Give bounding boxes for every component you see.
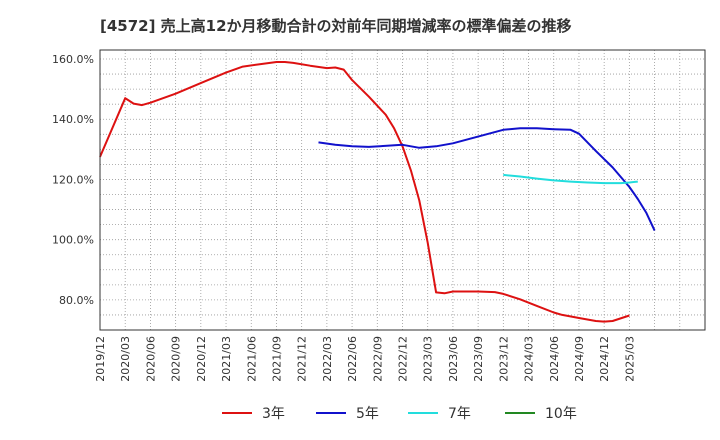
x-tick-label: 2020/09 (170, 336, 183, 382)
x-tick-label: 2024/09 (573, 336, 586, 382)
x-tick-label: 2020/12 (195, 336, 208, 382)
legend: 3年 5年 7年 10年 (222, 406, 577, 422)
y-tick-label: 160.0% (52, 53, 94, 66)
x-tick-label: 2023/03 (422, 336, 435, 382)
x-tick-label: 2022/12 (397, 336, 410, 382)
x-tick-label: 2022/09 (371, 336, 384, 382)
x-tick-label: 2023/06 (447, 336, 460, 382)
chart-title: [4572] 売上高12か月移動合計の対前年同期増減率の標準偏差の推移 (100, 17, 572, 35)
x-tick-label: 2025/03 (623, 336, 636, 382)
series-line-2 (318, 127, 656, 232)
x-tick-label: 2022/03 (321, 336, 334, 382)
series-line-3 (503, 173, 638, 185)
legend-label: 5年 (356, 406, 379, 422)
x-axis: 2019/12 2020/03 2020/06 2020/09 2020/12 2021/… (94, 336, 636, 382)
legend-label: 7年 (448, 406, 471, 422)
x-tick-label: 2023/09 (472, 336, 485, 382)
x-tick-label: 2021/06 (245, 336, 258, 382)
series-lines (99, 61, 656, 323)
y-tick-label: 140.0% (52, 113, 94, 126)
x-tick-label: 2024/06 (548, 336, 561, 382)
y-tick-label: 80.0% (59, 294, 94, 307)
x-tick-label: 2021/12 (296, 336, 309, 382)
y-tick-label: 100.0% (52, 234, 94, 247)
y-axis: 80.0% 100.0% 120.0% 140.0% 160.0% (52, 53, 94, 307)
legend-label: 10年 (545, 406, 577, 422)
x-tick-label: 2024/03 (523, 336, 536, 382)
x-tick-label: 2020/03 (119, 336, 132, 382)
x-tick-label: 2022/06 (346, 336, 359, 382)
legend-label: 3年 (262, 406, 285, 422)
x-tick-label: 2021/09 (270, 336, 283, 382)
x-tick-label: 2020/06 (144, 336, 157, 382)
x-tick-label: 2024/12 (598, 336, 611, 382)
plot-area-frame (99, 49, 706, 331)
series-line-1 (99, 61, 630, 323)
grid (99, 50, 706, 330)
x-tick-label: 2023/12 (497, 336, 510, 382)
x-tick-label: 2019/12 (94, 336, 107, 382)
x-tick-label: 2021/03 (220, 336, 233, 382)
y-tick-label: 120.0% (52, 173, 94, 186)
